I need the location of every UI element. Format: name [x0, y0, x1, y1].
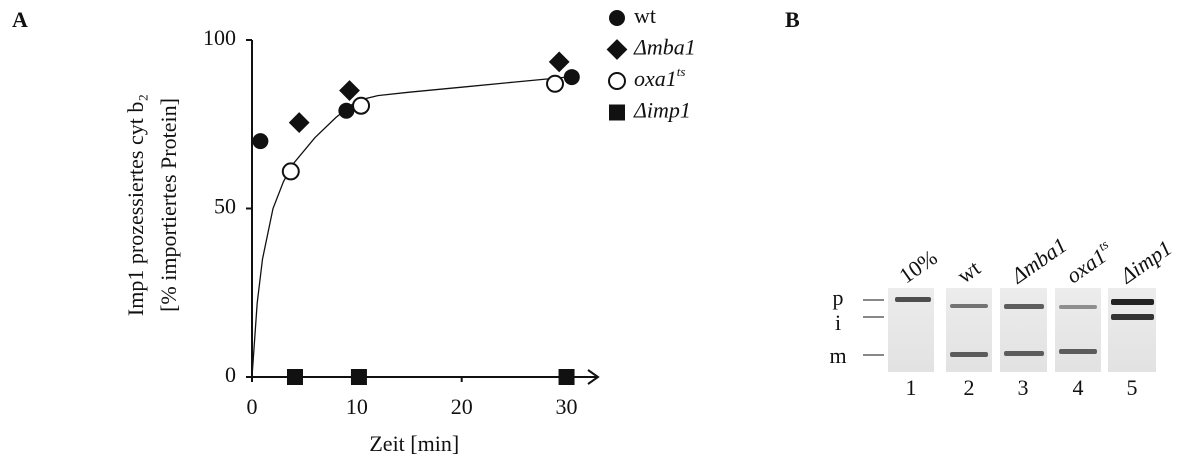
gel-lane	[946, 288, 992, 372]
y-tick-label: 100	[203, 25, 236, 50]
band	[1059, 305, 1097, 309]
point	[549, 52, 570, 73]
lane-number: 1	[906, 375, 917, 400]
lane-header-text: 10%	[894, 245, 941, 289]
y-axis-label: Imp1 prozessiertes cyt b₂	[123, 94, 148, 316]
legend-label: Δmba1	[633, 35, 696, 60]
point	[287, 369, 303, 385]
lane-number: 5	[1127, 375, 1138, 400]
point	[559, 369, 575, 385]
legend-marker	[609, 105, 625, 121]
band	[1111, 299, 1154, 305]
point	[353, 98, 369, 114]
lane-header-text: Δmba1	[1006, 232, 1072, 289]
legend-label: oxa1ts	[634, 64, 685, 91]
band	[950, 304, 988, 308]
lane-header: wt	[952, 255, 984, 288]
lane-number: 3	[1018, 375, 1029, 400]
panel-label: B	[785, 7, 800, 32]
lane-header-text: wt	[952, 255, 984, 288]
band	[950, 352, 988, 357]
point	[338, 103, 354, 119]
y-tick-label: 50	[214, 194, 236, 219]
lane-header: oxa1ts	[1060, 237, 1118, 289]
x-tick-label: 10	[346, 394, 368, 419]
point	[351, 369, 367, 385]
point	[289, 112, 310, 133]
lane-header-text: Δimp1	[1115, 235, 1177, 289]
legend-name: wt	[634, 3, 656, 28]
legend-label: wt	[634, 3, 656, 28]
panel-label: A	[12, 7, 28, 32]
band	[1004, 351, 1044, 356]
point	[564, 69, 580, 85]
gel-image	[863, 288, 1156, 372]
band	[1059, 349, 1097, 354]
legend-marker	[609, 10, 625, 26]
lane-header: 10%	[894, 245, 941, 289]
band-label: p	[833, 285, 844, 310]
legend-name: Δimp1	[633, 98, 691, 123]
point	[283, 163, 299, 179]
gel-lane	[1000, 288, 1047, 372]
x-axis-label: Zeit [min]	[369, 431, 459, 456]
lane-header: Δmba1	[1006, 232, 1072, 289]
point	[547, 76, 563, 92]
band-label: i	[835, 310, 841, 335]
band	[895, 297, 931, 302]
x-tick-label: 20	[451, 394, 473, 419]
y-axis-label: [% importiertes Protein]	[156, 98, 181, 312]
x-tick-label: 0	[247, 394, 258, 419]
figure: A B 0 50 100 0 10 20 30 Zeit [min] Imp1 prozessi…	[0, 0, 1203, 465]
x-tick-label: 30	[556, 394, 578, 419]
gel-lane	[1055, 288, 1101, 372]
band-label: m	[829, 343, 846, 368]
legend-marker	[607, 39, 628, 60]
point	[252, 133, 268, 149]
band	[1111, 314, 1154, 320]
legend-sup: ts	[677, 64, 686, 79]
legend-marker	[609, 73, 625, 89]
lane-number: 4	[1073, 375, 1084, 400]
legend-label: Δimp1	[633, 98, 691, 123]
lane-number: 2	[964, 375, 975, 400]
lane-header: Δimp1	[1115, 235, 1177, 289]
legend-name: oxa1	[634, 66, 677, 91]
band	[1004, 304, 1044, 309]
legend-name: Δmba1	[633, 35, 696, 60]
y-tick-label: 0	[225, 362, 236, 387]
